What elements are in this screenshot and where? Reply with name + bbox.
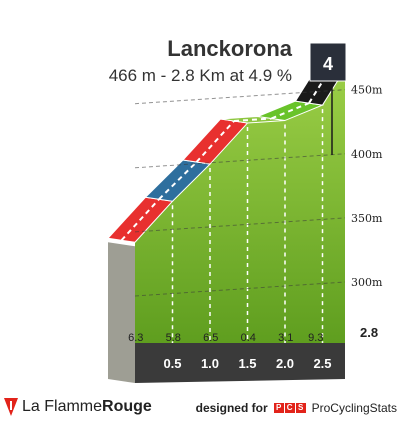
segment-center-line bbox=[233, 117, 272, 123]
distance-base bbox=[135, 343, 345, 383]
segment-center-line bbox=[308, 66, 333, 104]
segment-center-line bbox=[271, 102, 310, 120]
segment-center-line bbox=[195, 120, 235, 163]
credits: designed for P C S ProCyclingStats bbox=[196, 401, 397, 415]
pcs-logo-letter: P bbox=[273, 403, 284, 413]
altitude-tick-label: 400m bbox=[351, 148, 383, 161]
category-badge-label: 4 bbox=[323, 54, 333, 74]
gradient-label: 3.1 bbox=[278, 332, 293, 344]
km-tick-label: 2.0 bbox=[276, 356, 294, 371]
profile-side-face bbox=[108, 242, 135, 383]
km-tick-label: 1.0 bbox=[201, 356, 219, 371]
category-badge: 4 bbox=[309, 42, 347, 155]
km-tick-label: 0.5 bbox=[163, 356, 181, 371]
altitude-tick-label: 300m bbox=[351, 276, 383, 289]
altitude-tick-label: 450m bbox=[351, 84, 383, 97]
gradient-label: 0.4 bbox=[241, 332, 256, 344]
km-tick-label: 1.5 bbox=[238, 356, 256, 371]
gradient-label: 6.3 bbox=[128, 332, 143, 344]
altitude-tick-label: 350m bbox=[351, 212, 383, 225]
total-distance-label: 2.8 bbox=[360, 325, 378, 340]
pcs-logo-letter: C bbox=[284, 403, 295, 413]
segment-center-line bbox=[120, 198, 160, 241]
profile-area bbox=[135, 69, 345, 343]
pcs-name: ProCyclingStats bbox=[311, 401, 397, 415]
altitude-gridline bbox=[134, 89, 346, 105]
altitude-gridline bbox=[134, 217, 346, 233]
gradient-label: 5.8 bbox=[166, 332, 181, 344]
altitude-gridline bbox=[134, 281, 346, 297]
climb-profile-chart: 0.5 1.0 1.5 2.0 2.5 450m 400m 350m 300m 6.3 5.8 6.5… bbox=[106, 42, 383, 383]
laflammerouge-logo: La Flamme Rouge bbox=[4, 398, 152, 416]
climb-stats: 466 m - 2.8 Km at 4.9 % bbox=[108, 66, 292, 85]
gradient-label: 6.5 bbox=[203, 332, 218, 344]
brand-bold: Rouge bbox=[102, 398, 152, 415]
km-tick-label: 2.5 bbox=[313, 356, 331, 371]
flame-icon bbox=[4, 398, 18, 416]
designed-for-label: designed for bbox=[195, 401, 268, 415]
altitude-gridline bbox=[134, 153, 346, 169]
pcs-logo-letter: S bbox=[295, 403, 306, 413]
brand-light: La Flamme bbox=[22, 398, 103, 415]
climb-title: Lanckorona bbox=[167, 36, 292, 61]
gradient-label: 9.3 bbox=[308, 332, 323, 344]
